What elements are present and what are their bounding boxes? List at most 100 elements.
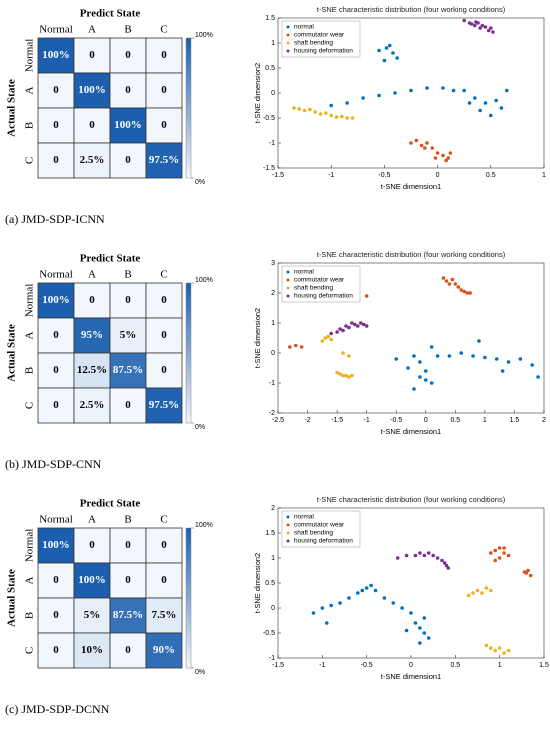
x-tick-label: 0 (436, 172, 440, 179)
data-point (440, 558, 444, 563)
data-point (462, 88, 467, 93)
data-point (394, 357, 399, 361)
data-point (491, 30, 495, 34)
data-point (446, 156, 451, 160)
y-tick-label: 1.5 (265, 15, 275, 22)
data-point (347, 375, 351, 379)
cell-label: 0 (125, 294, 131, 306)
data-point (419, 143, 424, 148)
y-tick-label: -1.5 (263, 165, 275, 172)
cell-label: 0 (125, 539, 131, 551)
data-point (444, 158, 448, 163)
data-point (361, 322, 366, 327)
cell-label: 87.5% (113, 609, 143, 621)
colorbar-label: 100% (195, 277, 213, 284)
data-point (344, 324, 348, 328)
y-tick-label: 3 (271, 260, 275, 267)
heatmap-cell (145, 37, 183, 74)
x-tick-label: 1.5 (539, 662, 549, 669)
data-point (334, 115, 339, 119)
data-point (297, 107, 302, 111)
cell-label: 5% (84, 609, 101, 621)
data-point (453, 282, 458, 286)
data-point (347, 325, 351, 330)
data-point (497, 556, 502, 560)
data-point (393, 91, 397, 95)
cell-label: 100% (78, 574, 106, 586)
cell-label: 5% (120, 329, 137, 341)
heatmap-panel: Predict State Actual State Normal A B C Normal… (6, 253, 213, 431)
heatmap-cell (145, 632, 183, 669)
data-point (350, 116, 355, 120)
colorbar-label: 100% (195, 32, 213, 39)
x-tick-label: Normal (39, 24, 73, 36)
x-tick-label: B (124, 514, 131, 526)
x-tick-label: Normal (39, 269, 73, 281)
heatmap-cell (145, 387, 183, 424)
cell-label: 100% (78, 84, 106, 96)
heatmap-cell (73, 317, 111, 354)
data-point (400, 606, 404, 610)
y-tick-label: 0.5 (265, 580, 275, 587)
cell-label: 2.5% (80, 399, 105, 411)
x-tick-label: 1 (498, 662, 502, 669)
data-point (418, 641, 422, 645)
cell-label: 0 (161, 294, 167, 306)
heatmap-title: Predict State (80, 253, 141, 265)
data-point (341, 373, 345, 378)
legend-marker (286, 49, 290, 53)
x-tick-label: C (160, 269, 167, 281)
heatmap-cell (145, 142, 183, 179)
data-point (497, 546, 502, 550)
data-point (377, 93, 381, 98)
data-point (341, 351, 345, 355)
data-point (323, 336, 328, 340)
heatmap-cell (73, 107, 111, 144)
heatmap-cell (73, 352, 111, 389)
legend-label: normal (294, 24, 314, 31)
cell-label: 87.5% (113, 364, 143, 376)
data-point (364, 294, 369, 298)
data-point (442, 561, 447, 565)
data-point (480, 23, 485, 28)
x-tick-label: A (88, 269, 96, 281)
data-point (444, 279, 449, 283)
y-tick-label: -1 (269, 140, 275, 147)
data-point (494, 98, 498, 103)
heatmap-cell (145, 317, 183, 354)
data-point (480, 591, 484, 595)
y-tick-label: -1 (269, 655, 275, 662)
data-point (502, 651, 506, 655)
data-point (382, 58, 387, 63)
heatmap-cell (37, 562, 75, 599)
data-point (292, 106, 296, 110)
x-tick-label: -0.5 (378, 172, 390, 179)
y-tick-label: -0.5 (263, 115, 275, 122)
data-point (462, 18, 467, 23)
data-point (494, 357, 499, 361)
heatmap-cell (109, 527, 147, 564)
data-point (447, 354, 452, 358)
data-point (422, 631, 427, 635)
y-tick-label: 0 (271, 90, 275, 97)
legend-marker (286, 531, 290, 535)
x-axis-label: t-SNE dimension1 (381, 427, 441, 436)
data-point (299, 345, 304, 349)
data-point (418, 626, 422, 630)
data-point (338, 327, 342, 331)
y-axis-label: Actual State (6, 324, 18, 382)
heatmap-cell (37, 597, 75, 634)
heatmap-cell (145, 282, 183, 319)
cell-label: 0 (161, 364, 167, 376)
data-point (409, 141, 413, 145)
data-point (448, 151, 453, 155)
data-point (441, 276, 446, 280)
x-tick-label: A (88, 24, 96, 36)
y-tick-label: -2 (269, 410, 275, 417)
y-tick-label: Normal (24, 529, 36, 563)
data-point (414, 138, 419, 143)
data-point (536, 375, 540, 379)
y-tick-label: 2 (271, 290, 275, 297)
